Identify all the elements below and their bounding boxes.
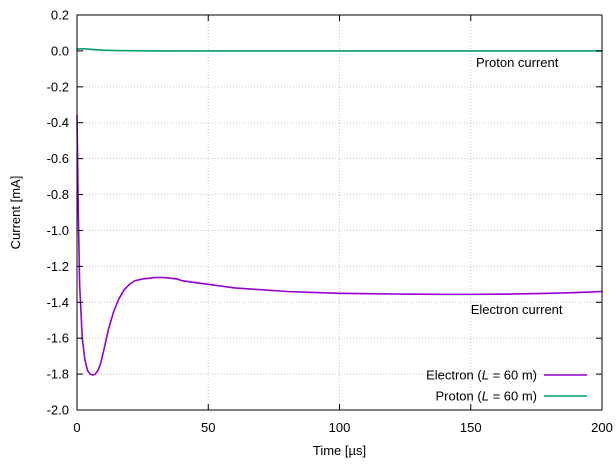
y-tick-label: 0.0 (51, 43, 69, 58)
y-tick-label: -1.2 (47, 259, 69, 274)
y-tick-label: -2.0 (47, 403, 69, 418)
series-line-electron (76, 114, 603, 376)
y-tick-label: -0.2 (47, 79, 69, 94)
legend: Electron (L = 60 m) Proton (L = 60 m) (426, 368, 587, 404)
y-tick-label: -0.8 (47, 187, 69, 202)
x-axis-label: Time [µs] (313, 443, 366, 458)
x-tick-label: 200 (591, 420, 613, 435)
annotation-label: Electron current (471, 302, 563, 317)
y-tick-label: -1.6 (47, 331, 69, 346)
x-tick-label: 50 (201, 420, 215, 435)
series-line-proton (76, 47, 603, 52)
series-layer (76, 47, 603, 376)
y-axis-label: Current [mA] (8, 176, 23, 250)
y-tick-labels: 0.2 0.0 -0.2 -0.4 -0.6 -0.8 -1.0 -1.2 -1.4 -1.6 -1… (47, 8, 69, 418)
y-tick-label: -1.0 (47, 223, 69, 238)
legend-label-proton: Proton (L = 60 m) (435, 389, 537, 404)
y-tick-label: -1.4 (47, 295, 69, 310)
x-tick-label: 150 (460, 420, 482, 435)
y-tick-label: 0.2 (51, 8, 69, 23)
x-tick-labels: 0 50 100 150 200 (73, 420, 612, 435)
y-tick-label: -1.8 (47, 367, 69, 382)
x-tick-label: 0 (73, 420, 80, 435)
annotation-label: Proton current (476, 55, 559, 70)
legend-label-electron: Electron (L = 60 m) (426, 368, 537, 383)
y-tick-label: -0.4 (47, 115, 69, 130)
x-tick-label: 100 (329, 420, 351, 435)
annotations: Proton current Electron current (471, 55, 563, 317)
y-tick-label: -0.6 (47, 151, 69, 166)
axis-ticks (76, 14, 603, 411)
